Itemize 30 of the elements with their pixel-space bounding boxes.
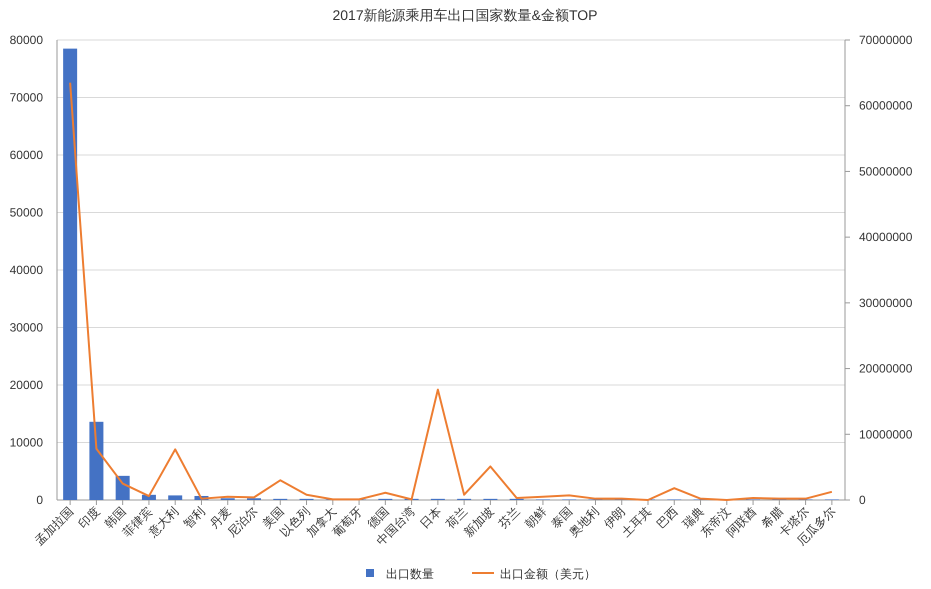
- chart-title: 2017新能源乘用车出口国家数量&金额TOP: [332, 7, 598, 23]
- x-tick-label: 芬兰: [496, 504, 523, 532]
- legend-label: 出口数量: [386, 567, 434, 581]
- x-tick-label: 日本: [417, 504, 444, 532]
- bar: [89, 422, 104, 500]
- x-tick-label: 印度: [76, 504, 103, 532]
- y-tick-label: 0: [36, 493, 44, 507]
- y-tick-label: 50000: [10, 206, 44, 220]
- y-tick-label: 10000: [10, 436, 44, 450]
- y2-tick-label: 10000000: [859, 427, 913, 442]
- y-tick-label: 60000: [10, 148, 44, 162]
- y2-tick-label: 40000000: [859, 230, 913, 244]
- y-tick-label: 70000: [10, 90, 44, 104]
- bar: [63, 48, 78, 500]
- y2-tick-label: 0: [859, 493, 866, 507]
- x-tick-label: 巴西: [654, 504, 680, 532]
- x-tick-label: 智利: [180, 504, 208, 532]
- y2-tick-label: 30000000: [859, 296, 913, 310]
- y2-tick-label: 50000000: [859, 164, 913, 178]
- y2-tick-label: 60000000: [859, 98, 913, 113]
- y-tick-label: 30000: [10, 320, 44, 334]
- bar: [168, 495, 182, 500]
- y-tick-label: 40000: [10, 263, 44, 277]
- x-tick-label: 孟加拉国: [32, 504, 76, 548]
- y-tick-label: 80000: [10, 33, 44, 47]
- y-tick-label: 20000: [10, 378, 44, 392]
- x-tick-label: 朝鲜: [522, 504, 550, 532]
- y2-tick-label: 70000000: [859, 33, 913, 47]
- y2-tick-label: 20000000: [859, 362, 913, 376]
- legend-label: 出口金额（美元）: [500, 567, 596, 581]
